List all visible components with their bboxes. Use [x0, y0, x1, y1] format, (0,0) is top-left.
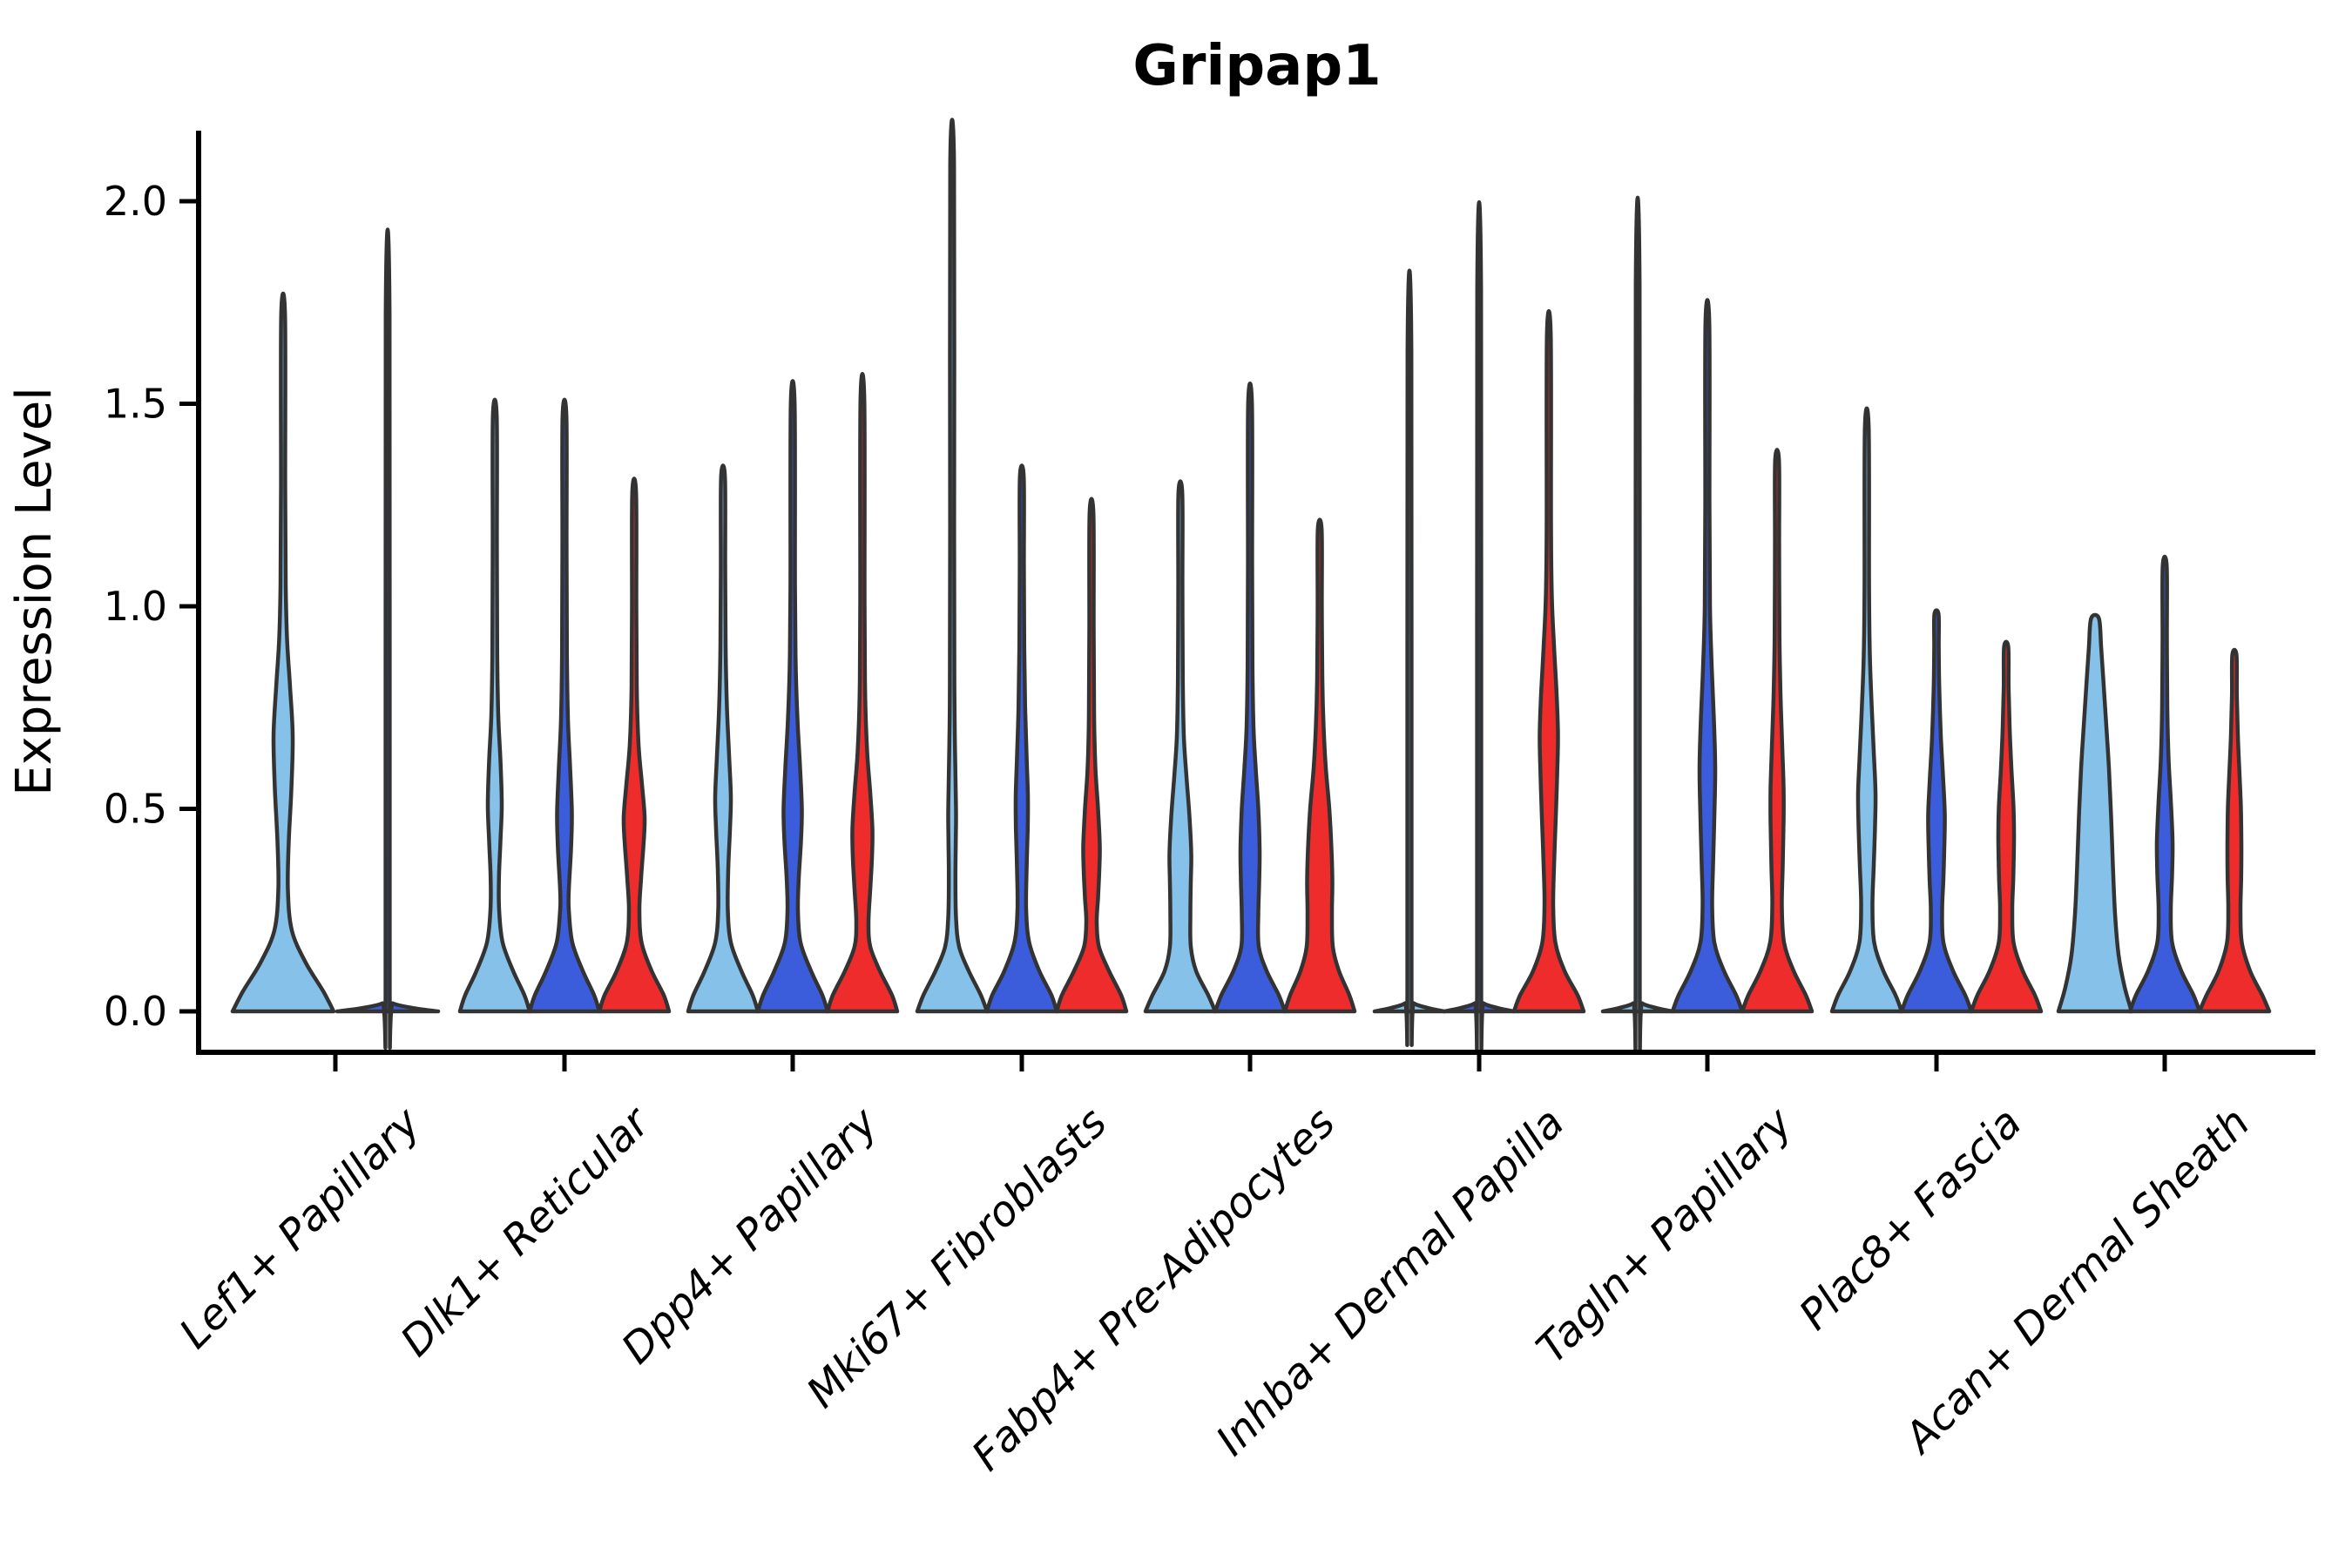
- violin-acan-dermal-sheath-red: [2197, 647, 2272, 1014]
- x-tick-label-plac8-fascia: Plac8+ Fascia: [1790, 1098, 2031, 1340]
- violin-group-acan-dermal-sheath: [2056, 554, 2272, 1014]
- violin-dpp4-papillary-dark_blue: [755, 379, 830, 1014]
- violin-mki67-fibroblasts-dark_blue: [984, 463, 1059, 1014]
- x-tick-label-dlk1-reticular: Dlk1+ Reticular: [391, 1097, 661, 1367]
- violin-group-dlk1-reticular: [457, 397, 672, 1014]
- violin-group-fabp4-pre-adipocytes: [1143, 382, 1357, 1014]
- y-tick-label-1.5: 1.5: [104, 381, 167, 428]
- violin-plac8-fascia-light_blue: [1829, 406, 1904, 1014]
- y-tick-label-0.0: 0.0: [104, 988, 167, 1035]
- violin-group-lef1-papillary: [230, 227, 441, 1051]
- violin-inhba-dermal-papilla-red: [1511, 309, 1586, 1014]
- violin-dlk1-reticular-red: [597, 476, 672, 1014]
- violin-inhba-dermal-papilla-dark_blue: [1442, 200, 1517, 1052]
- violin-fabp4-pre-adipocytes-red: [1282, 517, 1357, 1014]
- violin-group-plac8-fascia: [1829, 406, 2044, 1014]
- violin-dpp4-papillary-red: [825, 371, 900, 1014]
- violin-tagln-papillary-red: [1740, 448, 1815, 1014]
- violin-group-tagln-papillary: [1600, 196, 1815, 1052]
- chart-title: Gripap1: [1132, 34, 1381, 98]
- violin-mki67-fibroblasts-red: [1054, 497, 1129, 1014]
- y-tick-label-0.5: 0.5: [104, 786, 167, 833]
- y-tick-label-1.0: 1.0: [104, 583, 167, 630]
- violin-dpp4-papillary-light_blue: [686, 463, 760, 1014]
- x-tick-label-dpp4-papillary: Dpp4+ Papillary: [612, 1098, 888, 1373]
- violin-acan-dermal-sheath-light_blue: [2056, 612, 2134, 1014]
- x-tick-label-fabp4-pre-adipocytes: Fabp4+ Pre-Adipocytes: [963, 1098, 1345, 1481]
- violin-mki67-fibroblasts-light_blue: [915, 118, 990, 1014]
- violins-layer: [230, 118, 2272, 1052]
- x-tick-label-lef1-papillary: Lef1+ Papillary: [170, 1098, 430, 1358]
- violin-fabp4-pre-adipocytes-dark_blue: [1213, 382, 1288, 1014]
- violin-tagln-papillary-light_blue: [1600, 196, 1675, 1052]
- violin-tagln-papillary-dark_blue: [1670, 298, 1745, 1014]
- violin-lef1-papillary-dark_blue: [335, 227, 441, 1051]
- violin-fabp4-pre-adipocytes-light_blue: [1143, 479, 1218, 1014]
- violin-plac8-fascia-red: [1969, 639, 2044, 1014]
- violin-acan-dermal-sheath-dark_blue: [2127, 554, 2202, 1014]
- violin-inhba-dermal-papilla-light_blue: [1372, 268, 1447, 1047]
- x-tick-label-tagln-papillary: Tagln+ Papillary: [1527, 1098, 1802, 1373]
- y-axis-label: Expression Level: [6, 387, 63, 796]
- violin-lef1-papillary-light_blue: [230, 291, 336, 1014]
- violin-plac8-fascia-dark_blue: [1899, 608, 1974, 1014]
- y-tick-label-2.0: 2.0: [104, 178, 167, 225]
- axes-layer: [196, 131, 2315, 1055]
- violin-dlk1-reticular-light_blue: [457, 397, 532, 1014]
- violin-dlk1-reticular-dark_blue: [527, 397, 602, 1014]
- violin-group-mki67-fibroblasts: [915, 118, 1129, 1014]
- violin-group-inhba-dermal-papilla: [1372, 200, 1586, 1052]
- violin-group-dpp4-papillary: [686, 371, 900, 1014]
